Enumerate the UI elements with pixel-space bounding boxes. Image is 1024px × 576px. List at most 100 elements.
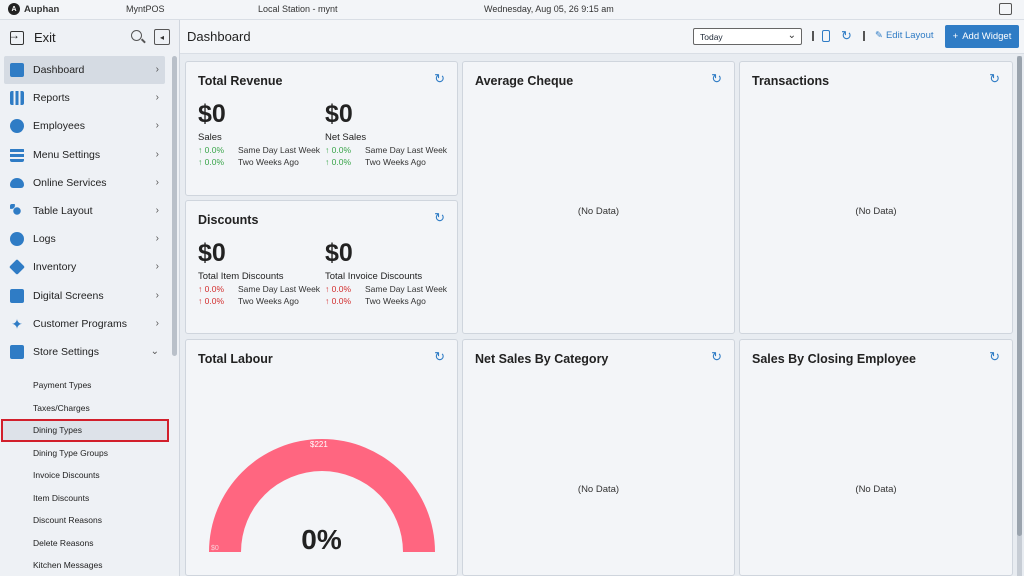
sidebar-item-label: Digital Screens — [33, 289, 104, 302]
chevron-down-icon: ⌄ — [150, 345, 159, 357]
sidebar-item-label: Store Settings — [33, 345, 99, 358]
cloud-icon — [10, 177, 24, 188]
trend-value: ↑ 0.0% — [198, 284, 224, 294]
widget-title: Discounts — [198, 213, 259, 227]
edit-layout-label: Edit Layout — [885, 30, 934, 41]
metric-value: $0 — [198, 239, 226, 267]
widget-title: Average Cheque — [475, 74, 574, 88]
refresh-icon[interactable]: ↻ — [989, 71, 1000, 86]
refresh-icon[interactable]: ↻ — [434, 210, 445, 225]
comparison-row: ↑ 0.0% Two Weeks Ago — [198, 157, 320, 167]
sidebar-scrollbar[interactable] — [172, 56, 177, 356]
refresh-icon[interactable]: ↻ — [434, 349, 445, 364]
search-icon[interactable] — [131, 30, 142, 41]
refresh-icon[interactable]: ↻ — [711, 349, 722, 364]
sidebar-item-store-settings[interactable]: Store Settings ⌄ — [0, 338, 179, 366]
sidebar-item-employees[interactable]: Employees › — [0, 112, 179, 140]
trend-up-value: ↑ 0.0% — [325, 157, 351, 167]
plus-icon: + — [952, 31, 959, 42]
trend-up-value: ↑ 0.0% — [198, 145, 224, 155]
sidebar-item-reports[interactable]: Reports › — [0, 84, 179, 112]
submenu-item-taxes-charges[interactable]: Taxes/Charges — [33, 402, 90, 413]
sidebar-item-dashboard[interactable]: Dashboard › — [4, 56, 165, 85]
sidebar-header: Exit ◂ — [0, 20, 179, 56]
station-name: Local Station - mynt — [258, 4, 338, 14]
dashboard-header: Dashboard Today ⌄ ↻ ✎ Edit Layout + Add … — [180, 20, 1024, 54]
exit-icon — [8, 28, 24, 45]
collapse-sidebar-icon[interactable]: ◂ — [154, 29, 170, 45]
no-data-message: (No Data) — [577, 484, 620, 495]
sidebar-item-menu-settings[interactable]: Menu Settings › — [0, 141, 179, 169]
divider — [812, 31, 814, 41]
period-select[interactable]: Today ⌄ — [693, 28, 802, 45]
chevron-right-icon: › — [155, 289, 159, 301]
comparison-row: ↑ 0.0% Same Day Last Week — [325, 145, 447, 155]
chevron-right-icon: › — [155, 92, 159, 104]
no-data-message: (No Data) — [855, 206, 897, 217]
store-icon — [10, 344, 24, 359]
submenu-item-item-discounts[interactable]: Item Discounts — [33, 492, 90, 503]
comparison-label: Two Weeks Ago — [365, 296, 426, 306]
reports-icon — [10, 91, 24, 106]
sidebar-item-label: Employees — [33, 120, 85, 133]
exit-button[interactable]: Exit — [8, 28, 56, 46]
sidebar-item-label: Online Services — [33, 176, 107, 189]
metric-value: $0 — [325, 100, 353, 128]
widget-title: Total Revenue — [198, 74, 283, 88]
submenu-item-delete-reasons[interactable]: Delete Reasons — [33, 537, 94, 548]
mobile-preview-icon[interactable] — [822, 30, 830, 42]
comparison-label: Same Day Last Week — [238, 145, 321, 155]
chevron-right-icon: › — [155, 204, 159, 216]
trend-up-value: ↑ 0.0% — [325, 145, 351, 155]
trend-value: ↑ 0.0% — [325, 284, 351, 294]
divider — [863, 31, 865, 41]
sidebar-item-online-services[interactable]: Online Services › — [0, 169, 179, 197]
sidebar-item-label: Dashboard — [33, 64, 85, 77]
submenu-item-payment-types[interactable]: Payment Types — [33, 380, 92, 391]
brand-logo: A Auphan — [8, 3, 59, 15]
sidebar: Exit ◂ Dashboard › Reports › Employees ›… — [0, 20, 180, 576]
refresh-icon[interactable]: ↻ — [711, 71, 722, 86]
current-datetime: Wednesday, Aug 05, 26 9:15 am — [484, 4, 614, 14]
comparison-row: ↑ 0.0% Two Weeks Ago — [198, 296, 320, 306]
comparison-row: ↑ 0.0% Same Day Last Week — [198, 145, 320, 155]
sidebar-item-table-layout[interactable]: Table Layout › — [0, 197, 179, 225]
page-title: Dashboard — [187, 29, 251, 44]
submenu-item-discount-reasons[interactable]: Discount Reasons — [33, 515, 102, 526]
comparison-label: Two Weeks Ago — [365, 157, 426, 167]
chevron-right-icon: › — [155, 120, 159, 132]
sidebar-item-label: Reports — [33, 92, 70, 105]
sidebar-item-inventory[interactable]: Inventory › — [0, 253, 179, 281]
submenu-item-invoice-discounts[interactable]: Invoice Discounts — [33, 470, 100, 481]
sidebar-item-digital-screens[interactable]: Digital Screens › — [0, 282, 179, 310]
metric-value: $0 — [325, 239, 353, 267]
auphan-logo-icon: A — [8, 3, 20, 15]
chat-icon[interactable] — [999, 3, 1012, 15]
exit-label: Exit — [34, 30, 56, 45]
person-icon: ✦ — [11, 315, 23, 332]
metric-label: Net Sales — [325, 132, 367, 143]
refresh-icon[interactable]: ↻ — [989, 349, 1000, 364]
metric-net-sales: $0 Net Sales ↑ 0.0% Same Day Last Week ↑ … — [325, 100, 447, 167]
comparison-row: ↑ 0.0% Two Weeks Ago — [325, 296, 447, 306]
trend-value: ↑ 0.0% — [198, 296, 224, 306]
sidebar-item-customer-programs[interactable]: ✦ Customer Programs › — [0, 310, 179, 338]
app-name: MyntPOS — [126, 4, 165, 14]
sidebar-item-label: Table Layout — [33, 205, 93, 218]
metric-label: Total Invoice Discounts — [325, 271, 423, 282]
no-data-message: (No Data) — [855, 484, 897, 495]
add-widget-button[interactable]: + Add Widget — [945, 25, 1019, 48]
submenu-item-dining-type-groups[interactable]: Dining Type Groups — [33, 447, 108, 458]
chevron-right-icon: › — [155, 233, 159, 245]
edit-layout-button[interactable]: ✎ Edit Layout — [875, 30, 934, 41]
inventory-box-icon — [9, 259, 25, 276]
refresh-icon[interactable]: ↻ — [841, 28, 852, 43]
sidebar-item-logs[interactable]: Logs › — [0, 225, 179, 253]
submenu-item-kitchen-messages[interactable]: Kitchen Messages — [33, 560, 103, 571]
widget-average-cheque: Average Cheque ↻ (No Data) — [462, 61, 735, 334]
gauge-min-label: $0 — [211, 545, 219, 552]
metric-invoice-discounts: $0 Total Invoice Discounts ↑ 0.0% Same Da… — [325, 239, 447, 306]
submenu-item-dining-types[interactable]: Dining Types — [1, 419, 169, 442]
refresh-icon[interactable]: ↻ — [434, 71, 445, 86]
main-scrollbar-thumb[interactable] — [1017, 56, 1022, 536]
